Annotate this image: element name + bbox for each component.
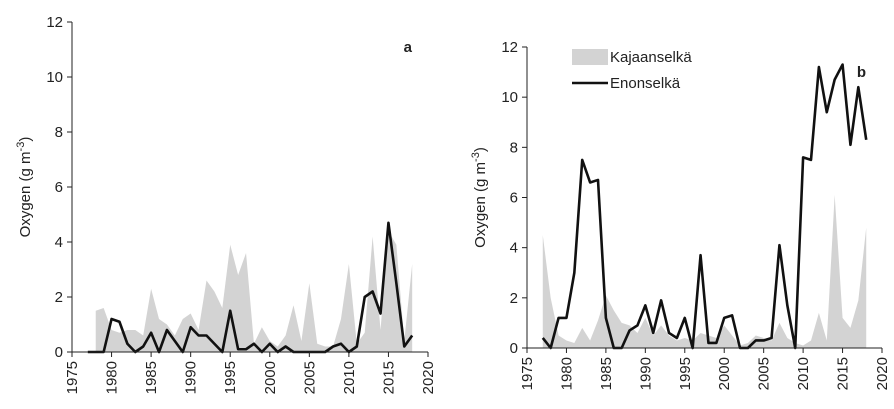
y-tick-label: 10 — [501, 89, 518, 106]
x-tick-label: 1975 — [519, 357, 536, 390]
y-label-sup: -3 — [15, 142, 27, 152]
panel-label: a — [404, 39, 413, 56]
line — [541, 63, 868, 350]
x-tick-label: 1990 — [637, 357, 654, 390]
y-tick-label: 12 — [501, 39, 518, 56]
x-tick-label: 2015 — [835, 357, 852, 390]
y-tick-label: 4 — [510, 240, 518, 257]
legend-label: Kajaanselkä — [610, 49, 692, 66]
y-tick-label: 6 — [55, 179, 63, 196]
area — [542, 194, 867, 348]
line — [87, 221, 414, 354]
x-tick-label: 2010 — [795, 357, 812, 390]
y-tick-label: 4 — [55, 234, 63, 251]
x-tick-label: 2005 — [301, 361, 318, 394]
x-tick-label: 2005 — [756, 357, 773, 390]
y-tick-label: 0 — [510, 340, 518, 357]
x-tick-label: 2015 — [380, 361, 397, 394]
y-label-close: ) — [472, 147, 489, 152]
y-axis-label: Oxygen (g m-3) — [15, 137, 34, 238]
y-label-close: ) — [17, 137, 34, 142]
area — [95, 231, 413, 352]
x-tick-label: 1985 — [143, 361, 160, 394]
x-tick-label: 2010 — [341, 361, 358, 394]
x-tick-label: 1985 — [598, 357, 615, 390]
legend-label: Enonselkä — [610, 75, 681, 92]
x-tick-label: 1980 — [558, 357, 575, 390]
y-label-text: Oxygen (g m — [17, 151, 34, 237]
y-label-sup: -3 — [470, 152, 482, 162]
x-tick-label: 2000 — [716, 357, 733, 390]
legend-swatch — [572, 49, 608, 65]
x-tick-label: 1995 — [677, 357, 694, 390]
y-tick-label: 6 — [510, 190, 518, 207]
x-tick-label: 2000 — [262, 361, 279, 394]
y-tick-label: 12 — [46, 14, 63, 31]
y-tick-label: 8 — [55, 124, 63, 141]
x-tick-label: 1990 — [183, 361, 200, 394]
y-tick-label: 2 — [55, 289, 63, 306]
y-label-text: Oxygen (g m — [472, 162, 489, 248]
x-tick-label: 1980 — [104, 361, 121, 394]
panel-label: b — [857, 64, 866, 81]
x-tick-label: 2020 — [420, 361, 437, 394]
y-axis-label: Oxygen (g m-3) — [470, 147, 489, 248]
y-tick-label: 0 — [55, 344, 63, 361]
y-tick-label: 8 — [510, 139, 518, 156]
x-tick-label: 1975 — [64, 361, 81, 394]
y-tick-label: 2 — [510, 290, 518, 307]
x-tick-label: 2020 — [874, 357, 891, 390]
x-tick-label: 1995 — [222, 361, 239, 394]
y-tick-label: 10 — [46, 69, 63, 86]
